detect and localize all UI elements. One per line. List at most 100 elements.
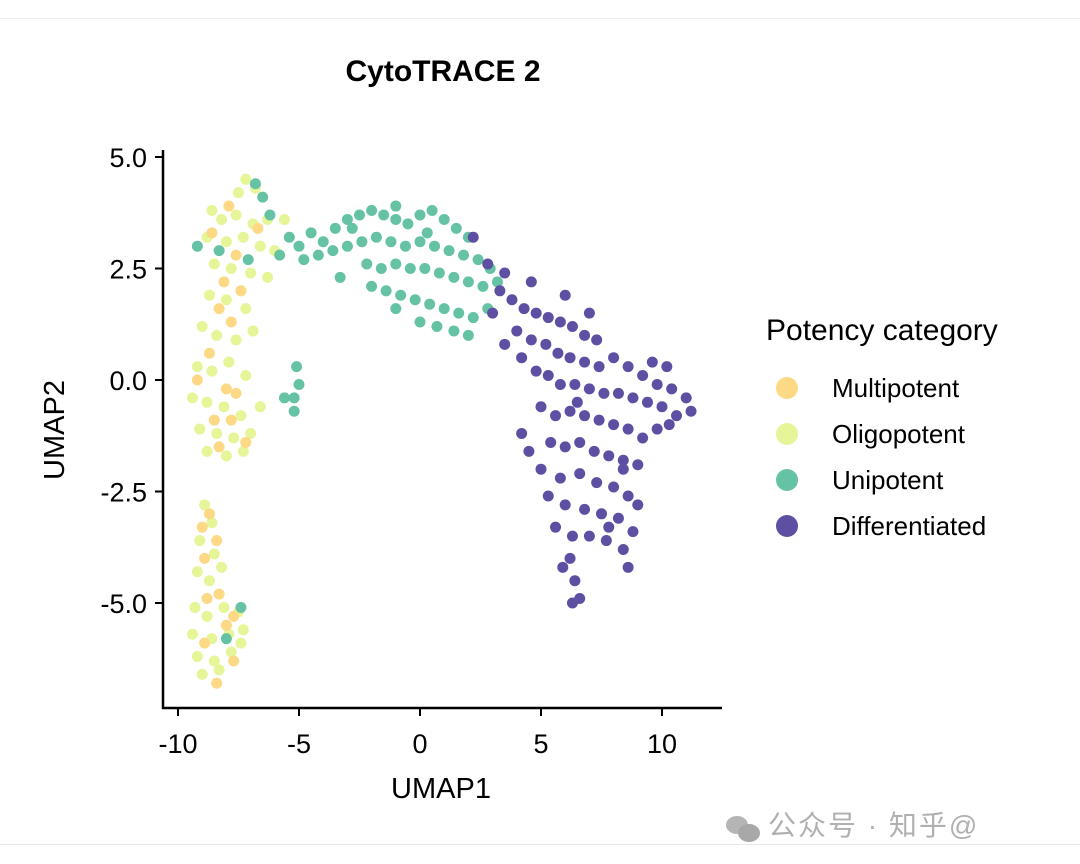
points-layer <box>187 173 697 689</box>
point-multipotent <box>225 316 237 328</box>
point-unipotent <box>395 289 407 301</box>
point-differentiated <box>482 258 494 270</box>
point-differentiated <box>617 454 629 466</box>
point-differentiated <box>603 521 615 533</box>
point-differentiated <box>579 329 591 341</box>
point-differentiated <box>552 347 564 359</box>
point-unipotent <box>366 280 378 292</box>
point-oligopotent <box>230 334 242 346</box>
point-oligopotent <box>223 356 235 368</box>
point-oligopotent <box>191 566 203 578</box>
watermark-text: 公众号 · 知乎@ <box>768 810 980 841</box>
point-differentiated <box>516 352 528 364</box>
x-tick-label: 5 <box>533 729 548 759</box>
point-oligopotent <box>218 601 230 613</box>
point-unipotent <box>453 307 465 319</box>
point-unipotent <box>462 276 474 288</box>
point-differentiated <box>622 561 634 573</box>
point-oligopotent <box>237 231 249 243</box>
point-differentiated <box>487 307 499 319</box>
point-unipotent <box>409 294 421 306</box>
point-unipotent <box>390 200 402 212</box>
point-oligopotent <box>196 320 208 332</box>
point-unipotent <box>257 191 269 203</box>
point-differentiated <box>617 463 629 475</box>
point-differentiated <box>525 276 537 288</box>
point-unipotent <box>458 249 470 261</box>
point-unipotent <box>293 240 305 252</box>
point-differentiated <box>467 231 479 243</box>
point-differentiated <box>574 468 586 480</box>
point-differentiated <box>566 320 578 332</box>
point-unipotent <box>356 236 368 248</box>
point-multipotent <box>208 414 220 426</box>
legend-item-unipotent: Unipotent <box>776 465 944 495</box>
point-multipotent <box>206 227 218 239</box>
point-oligopotent <box>225 646 237 658</box>
point-unipotent <box>264 209 276 221</box>
point-unipotent <box>283 231 295 243</box>
point-differentiated <box>685 405 697 417</box>
point-unipotent <box>288 405 300 417</box>
point-oligopotent <box>235 637 247 649</box>
wechat-icon <box>726 814 762 842</box>
point-unipotent <box>421 227 433 239</box>
point-differentiated <box>523 445 535 457</box>
point-unipotent <box>288 392 300 404</box>
point-differentiated <box>542 490 554 502</box>
point-differentiated <box>651 378 663 390</box>
point-differentiated <box>593 361 605 373</box>
point-multipotent <box>213 441 225 453</box>
point-unipotent <box>491 276 503 288</box>
point-differentiated <box>516 428 528 440</box>
point-oligopotent <box>187 628 199 640</box>
point-differentiated <box>554 378 566 390</box>
point-oligopotent <box>245 428 257 440</box>
point-oligopotent <box>201 445 213 457</box>
point-oligopotent <box>237 624 249 636</box>
point-unipotent <box>298 254 310 266</box>
point-oligopotent <box>211 329 223 341</box>
point-oligopotent <box>220 236 232 248</box>
point-oligopotent <box>240 303 252 315</box>
point-multipotent <box>199 552 211 564</box>
point-differentiated <box>593 414 605 426</box>
point-unipotent <box>390 213 402 225</box>
point-differentiated <box>591 334 603 346</box>
point-differentiated <box>564 405 576 417</box>
point-oligopotent <box>216 561 228 573</box>
point-multipotent <box>225 414 237 426</box>
point-differentiated <box>569 575 581 587</box>
x-ticks: -10 -5 0 5 10 <box>158 708 677 759</box>
point-differentiated <box>622 423 634 435</box>
x-tick-label: -5 <box>287 729 311 759</box>
top-divider <box>0 18 1080 19</box>
point-unipotent <box>291 361 303 373</box>
point-unipotent <box>404 263 416 274</box>
point-differentiated <box>617 543 629 555</box>
point-oligopotent <box>194 535 206 547</box>
point-unipotent <box>438 303 450 315</box>
y-tick-label: -2.5 <box>100 478 147 508</box>
point-oligopotent <box>225 263 237 274</box>
point-oligopotent <box>228 432 240 444</box>
point-unipotent <box>477 280 489 292</box>
point-oligopotent <box>187 392 199 404</box>
point-oligopotent <box>235 410 247 422</box>
point-differentiated <box>571 396 583 408</box>
point-oligopotent <box>233 187 244 199</box>
x-tick-label: 0 <box>412 729 427 759</box>
x-axis-label: UMAP1 <box>391 773 491 805</box>
point-unipotent <box>450 222 462 234</box>
point-unipotent <box>443 245 455 257</box>
point-unipotent <box>431 320 443 332</box>
point-differentiated <box>656 401 668 413</box>
point-differentiated <box>569 378 581 390</box>
point-oligopotent <box>237 445 249 457</box>
point-unipotent <box>448 325 460 337</box>
point-unipotent <box>361 258 373 270</box>
point-multipotent <box>228 610 240 622</box>
point-oligopotent <box>208 548 220 560</box>
point-oligopotent <box>203 289 215 301</box>
